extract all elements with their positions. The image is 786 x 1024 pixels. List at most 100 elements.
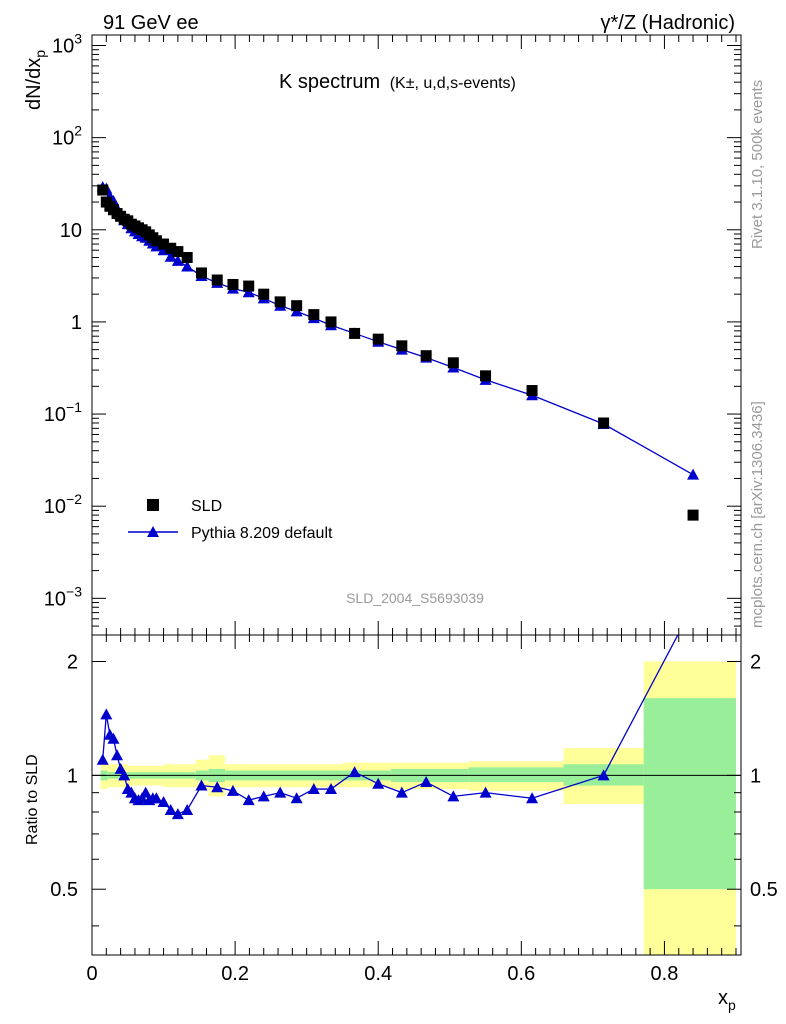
header-right: γ*/Z (Hadronic)	[601, 12, 735, 34]
ratio-pythia-point	[171, 808, 184, 820]
ratio-y-tick-label: 0.5	[50, 879, 78, 901]
sld-point	[291, 300, 303, 312]
ratio-pythia-point	[118, 769, 131, 781]
sld-point	[420, 350, 432, 362]
main-frame	[91, 34, 742, 636]
sld-point	[308, 309, 320, 321]
ratio-pythia-point	[242, 794, 255, 806]
ratio-pythia-point	[136, 792, 149, 804]
sld-point	[526, 385, 538, 397]
main-title: K spectrum (K±, u,d,s-events)	[279, 71, 516, 93]
sld-point	[243, 280, 255, 292]
main-title-suffix: (K±, u,d,s-events)	[390, 75, 516, 92]
ratio-band-stat	[468, 767, 564, 783]
header-left: 91 GeV ee	[103, 12, 199, 34]
sld-point	[150, 235, 162, 247]
ratio-pythia-point	[372, 777, 385, 789]
ratio-pythia-point	[307, 783, 320, 795]
ratio-pythia-point	[211, 781, 224, 793]
analysis-watermark: SLD_2004_S5693039	[346, 590, 484, 606]
sld-point	[258, 288, 270, 300]
sld-point	[227, 278, 239, 290]
sld-point	[372, 333, 384, 345]
pythia-point	[164, 250, 177, 262]
main-title-text: K spectrum	[279, 71, 380, 93]
legend-label-sld: SLD	[191, 498, 222, 515]
ratio-pythia-point	[139, 786, 152, 798]
ratio-ylabel: Ratio to SLD	[24, 754, 41, 845]
main-y-tick-label: 10−3	[44, 583, 82, 610]
ratio-pythia-point	[164, 803, 177, 815]
ratio-pythia-point	[290, 792, 303, 804]
ratio-pythia-point	[479, 786, 492, 798]
sld-point	[172, 246, 184, 258]
sld-point	[195, 267, 207, 279]
sld-point	[447, 357, 459, 369]
sld-point	[598, 417, 610, 429]
sld-point	[687, 509, 699, 521]
main-ylabel: dN/dxp	[23, 50, 48, 110]
ratio-pythia-point	[96, 753, 109, 765]
x-tick-label: 0.2	[221, 963, 249, 985]
main-y-tick-label: 10−2	[44, 491, 82, 518]
ratio-pythia-point	[395, 786, 408, 798]
main-panel	[91, 34, 742, 636]
ratio-pythia-point	[348, 766, 361, 778]
sld-point	[325, 316, 337, 328]
main-y-tick-label: 10	[60, 220, 82, 242]
ratio-pythia-point	[447, 790, 460, 802]
ratio-pythia-point	[150, 792, 163, 804]
ratio-pythia-point	[274, 786, 287, 798]
ratio-pythia-point	[597, 769, 610, 781]
legend: SLD Pythia 8.209 default	[128, 498, 333, 542]
sld-point	[181, 252, 193, 264]
x-tick-label: 0.8	[651, 963, 679, 985]
sld-point	[274, 296, 286, 308]
main-y-tick-label: 102	[52, 123, 82, 150]
rivet-version-label: Rivet 3.1.10, 500k events	[749, 80, 766, 249]
ratio-y-tick-label: 1	[67, 765, 78, 787]
ratio-y-tick-label-right: 1	[750, 765, 761, 787]
ratio-pythia-point	[107, 732, 120, 744]
legend-marker-sld	[147, 499, 159, 511]
mcplots-source-label: mcplots.cern.ch [arXiv:1306.3436]	[749, 401, 766, 628]
ratio-pythia-point	[226, 784, 239, 796]
sld-point	[165, 242, 177, 254]
main-axis-ticks: 10−3 10−2 10−1 1 10 102 103	[44, 30, 741, 636]
ratio-pythia-point	[157, 796, 170, 808]
ratio-y-tick-label: 2	[67, 651, 78, 673]
ratio-band-stat	[643, 698, 736, 890]
ratio-panel	[91, 634, 742, 956]
sld-point	[349, 327, 361, 339]
ratio-pythia-point	[181, 803, 194, 815]
ratio-y-tick-label-right: 2	[750, 651, 761, 673]
x-axis-label: xp	[718, 987, 736, 1013]
x-tick-label: 0	[86, 963, 97, 985]
ratio-pythia-point	[111, 749, 124, 761]
sld-point	[97, 184, 109, 196]
main-plot-marks	[96, 181, 700, 521]
ratio-pythia-point	[100, 708, 113, 720]
ratio-pythia-point	[195, 779, 208, 791]
sld-point	[480, 370, 492, 382]
svg-text:xp: xp	[718, 987, 736, 1013]
legend-label-pythia: Pythia 8.209 default	[191, 525, 333, 542]
sld-point	[396, 340, 408, 352]
pythia-point	[171, 254, 184, 266]
svg-text:dN/dxp: dN/dxp	[23, 50, 48, 110]
pythia-line	[102, 186, 694, 476]
ratio-plot-marks	[96, 635, 679, 820]
ratio-frame	[91, 634, 742, 956]
ratio-y-tick-label-right: 0.5	[750, 879, 778, 901]
ratio-pythia-point	[257, 790, 270, 802]
ratio-axis-ticks: 0 0.2 0.4 0.6 0.8 0.5 0.5 1 1 2 2	[50, 635, 778, 985]
legend-marker-pythia	[147, 526, 159, 537]
x-tick-label: 0.4	[364, 963, 392, 985]
sld-point	[158, 238, 170, 250]
ratio-pythia-point	[324, 783, 337, 795]
main-y-tick-label: 10−1	[44, 399, 82, 426]
x-tick-label: 0.6	[507, 963, 535, 985]
ratio-pythia-point	[420, 776, 433, 788]
